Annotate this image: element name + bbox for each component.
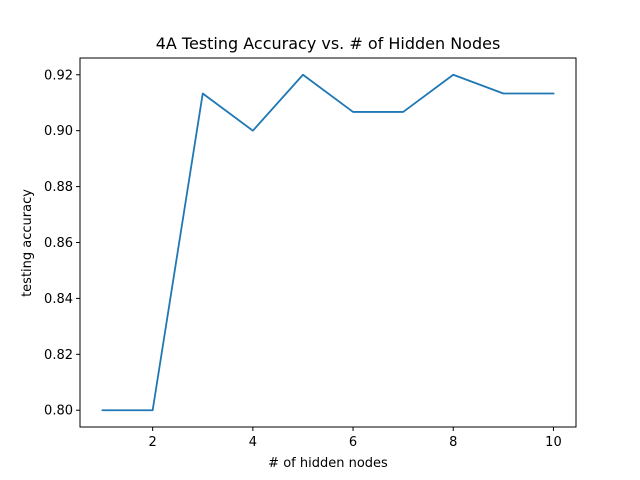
y-tick-label: 0.82 <box>44 348 73 363</box>
x-tick-label: 4 <box>249 435 257 450</box>
x-tick-label: 8 <box>449 435 457 450</box>
y-tick-label: 0.84 <box>44 292 73 307</box>
x-axis-label: # of hidden nodes <box>268 456 388 471</box>
y-tick-label: 0.80 <box>44 404 73 419</box>
y-tick-label: 0.86 <box>44 236 73 251</box>
x-tick-label: 2 <box>149 435 157 450</box>
y-tick-label: 0.90 <box>44 124 73 139</box>
y-tick-label: 0.88 <box>44 180 73 195</box>
series-line-0 <box>101 73 555 412</box>
y-axis-label: testing accuracy <box>20 189 35 297</box>
plot-area: 2 4 6 8 10 0.80 0.82 0.84 0.86 0.88 0.90 0.92 <box>44 57 577 450</box>
chart-title: 4A Testing Accuracy vs. # of Hidden Node… <box>156 34 501 53</box>
x-tick-label: 6 <box>349 435 357 450</box>
y-tick-label: 0.92 <box>44 68 73 83</box>
axes-frame <box>79 57 577 428</box>
x-tick-label: 10 <box>545 435 562 450</box>
